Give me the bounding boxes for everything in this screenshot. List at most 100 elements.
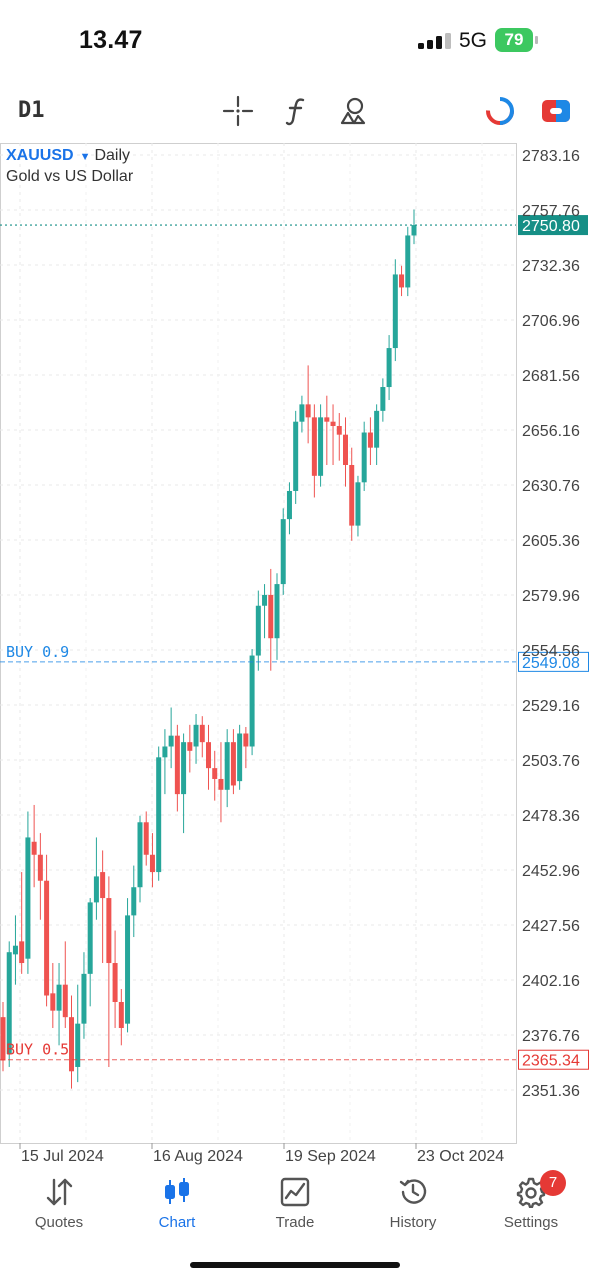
timeframe-name: Daily xyxy=(94,147,131,164)
candle xyxy=(405,226,411,297)
candle-body xyxy=(399,274,405,288)
candle-body xyxy=(143,822,149,855)
candle xyxy=(280,508,286,595)
crosshair-icon[interactable] xyxy=(222,95,254,127)
candle xyxy=(199,716,205,758)
candle-body xyxy=(286,490,292,520)
candle-body xyxy=(181,742,187,795)
candle-body xyxy=(37,854,43,881)
price-tick-label: 2681.56 xyxy=(522,368,580,385)
candle xyxy=(268,568,274,671)
candle xyxy=(343,417,348,487)
candle xyxy=(187,724,193,773)
candle xyxy=(324,395,330,465)
candle xyxy=(224,729,230,808)
current-price-tag xyxy=(518,215,588,236)
candle-body xyxy=(93,876,99,903)
candle xyxy=(162,729,168,795)
candle xyxy=(361,421,367,491)
candle-body xyxy=(187,742,193,751)
candle-body xyxy=(125,915,131,1024)
candle xyxy=(193,714,199,764)
candle xyxy=(137,815,143,903)
candle xyxy=(106,876,112,1067)
price-tick-label: 2351.36 xyxy=(522,1083,580,1100)
candle-body xyxy=(75,1023,81,1067)
symbol-name[interactable]: XAUUSD xyxy=(6,147,74,164)
price-tick-label: 2605.36 xyxy=(522,533,580,550)
candle xyxy=(206,724,211,790)
nav-label: History xyxy=(389,1214,437,1231)
candle xyxy=(212,750,218,801)
history-clock-icon xyxy=(399,1179,427,1204)
indicators-f-icon[interactable] xyxy=(281,95,313,127)
candle xyxy=(131,865,137,938)
order-line-label: BUY 0.9 xyxy=(6,643,69,661)
candle xyxy=(112,930,118,1028)
price-chart[interactable]: 2750.80 BUY 0.9 2549.08 BUY 0.5 2365.34 2783… xyxy=(0,143,590,1178)
candle xyxy=(392,259,398,362)
candle xyxy=(174,724,180,812)
candle-body xyxy=(0,1017,6,1061)
price-tick-label: 2757.76 xyxy=(522,203,580,220)
timeframe-selector[interactable]: D1 xyxy=(18,98,45,123)
candle xyxy=(50,963,56,1028)
home-indicator[interactable] xyxy=(190,1262,400,1268)
price-tick-label: 2376.76 xyxy=(522,1028,580,1045)
candle-body xyxy=(118,1002,124,1028)
candle xyxy=(69,995,74,1089)
candle-body xyxy=(206,742,211,769)
candle-body xyxy=(380,387,386,411)
bottom-navigation: Quotes Chart Trade History xyxy=(0,1170,590,1240)
candle-body xyxy=(174,735,180,795)
caret-down-icon[interactable]: ▼ xyxy=(79,151,91,163)
price-tick-label: 2529.16 xyxy=(522,698,580,715)
candle-body xyxy=(193,724,199,747)
price-tick-label: 2630.76 xyxy=(522,478,580,495)
candle-body xyxy=(69,1017,74,1072)
candle-body xyxy=(243,733,249,747)
one-click-trading-icon[interactable] xyxy=(484,95,516,127)
candle xyxy=(411,209,417,245)
candle xyxy=(37,833,43,920)
candle-body xyxy=(218,778,224,790)
symbol-header[interactable]: XAUUSD ▼ Daily xyxy=(6,147,130,165)
battery-level: 79 xyxy=(504,30,524,49)
candle xyxy=(367,417,373,465)
candle-body xyxy=(330,421,336,427)
candle-body xyxy=(293,421,299,491)
candle xyxy=(349,447,355,541)
candle-body xyxy=(212,768,218,779)
candle-body xyxy=(131,887,137,916)
candle-body xyxy=(106,898,112,964)
candle xyxy=(0,1002,6,1072)
candle-body xyxy=(25,837,31,959)
candle-body xyxy=(168,735,174,747)
nav-history[interactable]: History xyxy=(354,1170,472,1236)
candle-body xyxy=(311,417,317,476)
candle xyxy=(243,727,249,769)
candle-body xyxy=(112,963,118,1002)
candle xyxy=(218,742,224,823)
candle xyxy=(230,729,236,795)
price-tick-label: 2427.56 xyxy=(522,918,580,935)
nav-quotes[interactable]: Quotes xyxy=(0,1170,118,1236)
nav-settings[interactable]: Settings xyxy=(472,1170,590,1236)
candle xyxy=(299,395,305,433)
candle xyxy=(19,872,25,974)
nav-label: Settings xyxy=(503,1214,559,1231)
date-tick-label: 19 Sep 2024 xyxy=(285,1148,376,1165)
candle-body xyxy=(318,417,324,476)
nav-trade[interactable]: Trade xyxy=(236,1170,354,1236)
objects-shapes-icon[interactable] xyxy=(337,95,369,127)
candle xyxy=(249,649,255,756)
nav-label: Quotes xyxy=(34,1214,84,1231)
date-tick-label: 16 Aug 2024 xyxy=(153,1148,243,1165)
candle-body xyxy=(299,404,305,422)
candle xyxy=(293,410,299,504)
candle-body xyxy=(81,973,87,1024)
nav-chart[interactable]: Chart xyxy=(118,1170,236,1236)
order-price-tag xyxy=(518,1049,589,1070)
candle-body xyxy=(355,482,361,526)
trade-panel-icon[interactable] xyxy=(540,95,572,127)
